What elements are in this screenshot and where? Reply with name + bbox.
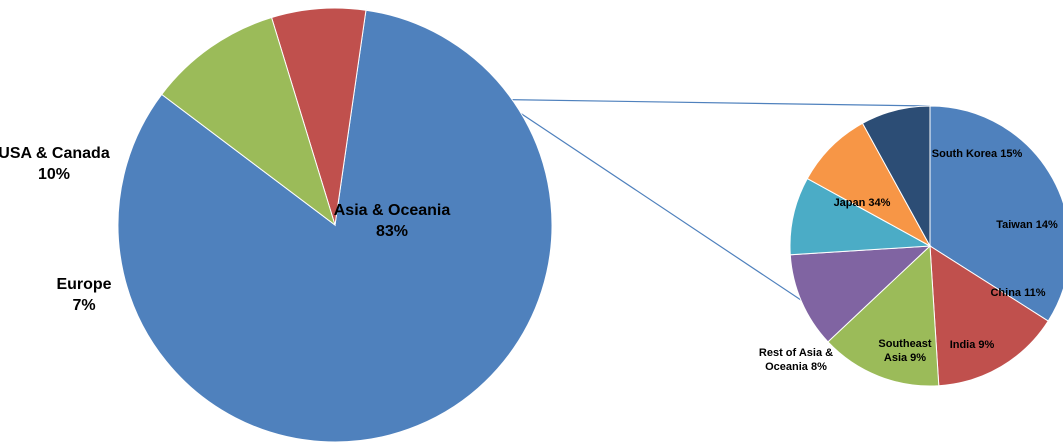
main-pie	[117, 7, 553, 442]
main-label-usa-canada: USA & Canada 10%	[0, 145, 110, 183]
sub-slice-china	[789, 245, 932, 343]
sub-slice-taiwan	[827, 244, 940, 387]
main-slice-asia-oceania	[117, 9, 553, 442]
sub-label-south-korea: South Korea 15%	[932, 148, 1023, 160]
sub-slice-southeast-asia	[806, 122, 932, 248]
sub-slice-rest-of-asia-oceania	[861, 105, 931, 247]
sub-pie	[789, 105, 1063, 387]
sub-label-southeast-asia: Southeast Asia 9%	[878, 338, 932, 364]
slice-labels: Asia & Oceania 83% Europe 7% USA & Canada 10%…	[0, 145, 1058, 373]
sub-label-china: China 11%	[990, 287, 1045, 299]
main-slice-usa-canada	[160, 16, 336, 227]
main-label-europe: Europe 7%	[56, 276, 111, 314]
sub-slice-south-korea	[929, 245, 1049, 387]
main-label-asia-oceania: Asia & Oceania 83%	[334, 202, 451, 240]
sub-slice-japan	[929, 105, 1063, 322]
sub-label-rest-of-asia-oceania: Rest of Asia & Oceania 8%	[759, 347, 833, 373]
sub-label-india: India 9%	[950, 339, 995, 351]
sub-label-taiwan: Taiwan 14%	[996, 219, 1058, 231]
sub-slice-india	[789, 177, 932, 256]
sub-label-japan: Japan 34%	[834, 197, 891, 209]
